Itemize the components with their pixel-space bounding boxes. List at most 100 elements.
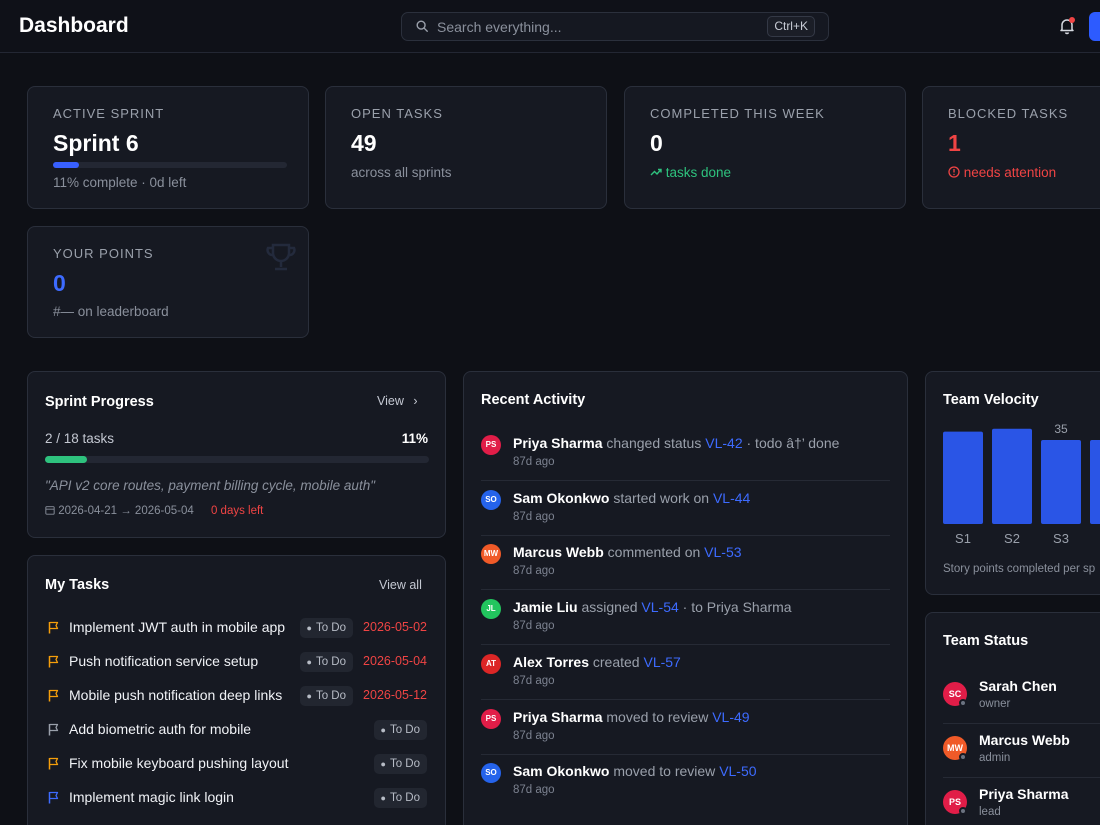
member-role: admin — [979, 752, 1011, 764]
stat-sub: across all sprints — [351, 165, 452, 180]
tasks-count: 2 / 18 tasks — [45, 431, 115, 446]
issue-link[interactable]: VL-53 — [704, 544, 742, 561]
velocity-bar[interactable] — [1090, 440, 1100, 524]
flag-icon — [48, 723, 59, 736]
velocity-bar[interactable] — [992, 428, 1032, 524]
active-sprint-card[interactable]: ACTIVE SPRINT Sprint 6 11% complete · 0d… — [27, 86, 309, 209]
velocity-bar[interactable] — [943, 431, 983, 524]
avatar: MW — [943, 736, 967, 760]
activity-user: Jamie Liu — [513, 599, 578, 616]
member-role: lead — [979, 806, 1001, 818]
task-title[interactable]: Add biometric auth for mobile — [69, 721, 252, 737]
divider — [943, 777, 1100, 778]
activity-item[interactable]: AT Alex Torres created VL-57 87d ago — [481, 651, 891, 705]
view-all-tasks-link[interactable]: View all — [379, 578, 422, 592]
issue-link[interactable]: VL-49 — [712, 708, 750, 725]
user-menu-button[interactable] — [1089, 12, 1100, 41]
presence-dot — [959, 753, 967, 761]
flag-icon — [48, 621, 59, 634]
issue-link[interactable]: VL-54 — [641, 599, 679, 616]
task-title[interactable]: Implement JWT auth in mobile app — [69, 619, 286, 635]
issue-link[interactable]: VL-42 — [705, 435, 743, 451]
stat-label: COMPLETED THIS WEEK — [650, 106, 825, 121]
team-member[interactable]: SC Sarah Chen owner — [943, 678, 1100, 718]
sprint-progress-panel: Sprint Progress View › 2 / 18 tasks 11% … — [27, 371, 446, 538]
x-tick-label: S1 — [955, 531, 971, 546]
activity-item[interactable]: MW Marcus Webb commented on VL-53 87d ago — [481, 541, 891, 595]
notifications-button[interactable] — [1058, 17, 1076, 35]
team-status-panel: Team Status SC Sarah Chen owner MW Marcus We… — [925, 612, 1100, 825]
issue-link[interactable]: VL-57 — [643, 653, 681, 670]
task-row[interactable]: Push notification service setup ● To Do 202… — [45, 651, 427, 673]
activity-time: 87d ago — [513, 674, 555, 687]
task-row[interactable]: Mobile push notification deep links ● To D… — [45, 685, 427, 707]
panel-title: My Tasks — [45, 577, 110, 593]
avatar: PS — [481, 708, 501, 729]
team-member[interactable]: MW Marcus Webb admin — [943, 732, 1100, 772]
activity-item[interactable]: PS Priya Sharma moved to review VL-49 87d … — [481, 706, 891, 760]
flag-icon — [48, 689, 59, 702]
task-row[interactable]: Add biometric auth for mobile ● To Do — [45, 719, 427, 741]
team-member[interactable]: PS Priya Sharma lead — [943, 786, 1100, 825]
task-title[interactable]: Mobile push notification deep links — [69, 687, 283, 703]
your-points-card[interactable]: YOUR POINTS 0 #— on leaderboard — [27, 226, 309, 338]
panel-title: Recent Activity — [481, 392, 586, 408]
x-tick-label: S2 — [1004, 531, 1020, 546]
divider — [943, 723, 1100, 724]
velocity-bar[interactable] — [1041, 440, 1081, 524]
status-text: To Do — [315, 622, 346, 634]
sprint-progress-fill — [53, 162, 79, 168]
task-row[interactable]: Implement magic link login ● To Do — [45, 787, 427, 809]
blocked-tasks-card[interactable]: BLOCKED TASKS 1 needs attention — [922, 86, 1100, 209]
member-name: Marcus Webb — [979, 732, 1070, 748]
stat-value: 0 — [53, 270, 66, 296]
status-text: To Do — [389, 724, 420, 736]
completed-week-card[interactable]: COMPLETED THIS WEEK 0 tasks done — [624, 86, 906, 209]
page-title: Dashboard — [19, 14, 129, 37]
activity-item[interactable]: SO Sam Okonkwo started work on VL-44 87d a… — [481, 487, 891, 541]
activity-item[interactable]: PS Priya Sharma changed status VL-42 · to… — [481, 432, 891, 486]
activity-text: Jamie Liu assigned VL-54 · to Priya Shar… — [513, 599, 792, 615]
task-row[interactable]: Fix mobile keyboard pushing layout ● To Do — [45, 753, 427, 775]
stat-value: Sprint 6 — [53, 130, 139, 156]
issue-link[interactable]: VL-50 — [719, 763, 757, 780]
issue-link[interactable]: VL-44 — [712, 489, 751, 506]
chart-caption: Story points completed per sp — [943, 563, 1096, 575]
activity-time: 87d ago — [513, 510, 555, 523]
chevron-right-icon: › — [413, 394, 418, 408]
view-sprint-link[interactable]: View › — [377, 394, 418, 408]
open-tasks-card[interactable]: OPEN TASKS 49 across all sprints — [325, 86, 607, 209]
search-icon — [416, 20, 428, 32]
activity-text: Sam Okonkwo started work on VL-44 — [513, 490, 750, 506]
activity-text: Sam Okonkwo moved to review VL-50 — [513, 763, 757, 779]
task-title[interactable]: Implement magic link login — [69, 789, 234, 805]
due-date: 2026-05-04 — [363, 654, 427, 668]
task-title[interactable]: Fix mobile keyboard pushing layout — [69, 755, 289, 771]
x-tick-label: S3 — [1053, 531, 1069, 546]
activity-time: 87d ago — [513, 565, 555, 578]
activity-item[interactable]: SO Sam Okonkwo moved to review VL-50 87d a… — [481, 760, 891, 814]
avatar: JL — [481, 599, 501, 620]
stat-value: 0 — [650, 130, 663, 156]
activity-user: Priya Sharma — [513, 708, 603, 725]
status-badge: ● To Do — [373, 720, 427, 740]
divider — [481, 644, 890, 646]
activity-item[interactable]: JL Jamie Liu assigned VL-54 · to Priya Sh… — [481, 596, 891, 650]
search-box[interactable]: Search everything... Ctrl+K — [401, 12, 829, 41]
panel-title: Team Status — [943, 633, 1029, 649]
activity-text: Marcus Webb commented on VL-53 — [513, 544, 742, 560]
stat-sub: 11% complete · 0d left — [53, 175, 187, 190]
sprint-dates: 2026-04-21 → 2026-05-04 0 days left — [45, 505, 263, 517]
presence-dot — [959, 807, 967, 815]
search-input[interactable]: Search everything... — [437, 19, 562, 35]
divider — [481, 698, 890, 700]
activity-text: Priya Sharma changed status VL-42 · todo… — [513, 435, 839, 451]
activity-text: Alex Torres created VL-57 — [513, 654, 681, 670]
trophy-icon — [266, 243, 296, 271]
task-row[interactable]: Implement JWT auth in mobile app ● To Do 20… — [45, 617, 427, 639]
top-bar: Dashboard Search everything... Ctrl+K — [0, 0, 1100, 53]
activity-action: changed status — [602, 435, 706, 451]
divider — [481, 753, 890, 755]
notification-dot — [1069, 17, 1075, 23]
task-title[interactable]: Push notification service setup — [69, 653, 259, 669]
